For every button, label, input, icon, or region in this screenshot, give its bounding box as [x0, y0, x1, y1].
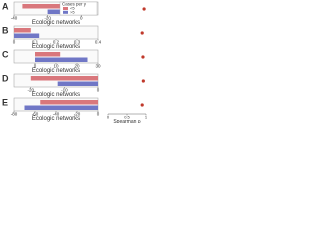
bar [22, 4, 82, 9]
dot [140, 31, 144, 35]
dot [141, 79, 145, 83]
dot [141, 55, 145, 59]
bar [35, 57, 88, 62]
bar [40, 100, 98, 105]
dot [142, 7, 146, 11]
x-tick-label: 0.3 [74, 40, 81, 45]
x-axis-label: Ecologic networks [32, 20, 80, 26]
x-tick-label: 0 [107, 115, 110, 120]
x-tick-label: -40 [11, 16, 18, 21]
bar [24, 105, 98, 110]
x-tick-label: -60 [32, 112, 39, 117]
x-tick-label: -40 [53, 112, 60, 117]
panel-label: A [2, 1, 9, 11]
x-tick-label: -20 [74, 112, 81, 117]
x-tick-label: 1 [145, 115, 148, 120]
legend-label: <5 [70, 6, 75, 11]
x-tick-label: -20 [28, 88, 35, 93]
x-axis-label: Ecologic networks [32, 68, 80, 74]
x-tick-label: -10 [61, 88, 68, 93]
x-tick-label: 0.4 [95, 40, 102, 45]
x-tick-label: 0 [97, 88, 100, 93]
x-tick-label: 10 [53, 64, 59, 69]
panel-label: D [2, 73, 9, 83]
bar [30, 76, 98, 81]
bar [35, 52, 61, 57]
panel-label: B [2, 25, 9, 35]
x-tick-label: -20 [44, 16, 51, 21]
bar [57, 81, 98, 86]
x-tick-label: 0 [34, 64, 37, 69]
x-tick-label: 30 [95, 64, 101, 69]
x-tick-label: 0 [97, 112, 100, 117]
panel-label: C [2, 49, 9, 59]
legend-label: >5 [70, 9, 75, 14]
x-tick-label: 20 [74, 64, 80, 69]
legend-title: Cases per y [62, 2, 87, 7]
x-tick-label: 0.1 [32, 40, 39, 45]
x-tick-label: 0.5 [124, 115, 130, 120]
x-axis-label: Spearman ρ [113, 119, 140, 123]
panel-label: E [2, 97, 8, 107]
x-tick-label: 0 [80, 16, 83, 21]
x-tick-label: 0.2 [53, 40, 60, 45]
x-axis-label: Ecologic networks [32, 116, 80, 122]
legend-box [59, 1, 98, 16]
bar [14, 28, 31, 33]
legend-swatch [63, 10, 68, 14]
bar [14, 33, 40, 38]
x-tick-label: 0 [13, 40, 16, 45]
legend-swatch [63, 7, 68, 10]
dot [140, 103, 144, 107]
x-tick-label: -80 [11, 112, 18, 117]
x-axis-label: Ecologic networks [32, 92, 80, 98]
x-axis-label: Ecologic networks [32, 44, 80, 50]
